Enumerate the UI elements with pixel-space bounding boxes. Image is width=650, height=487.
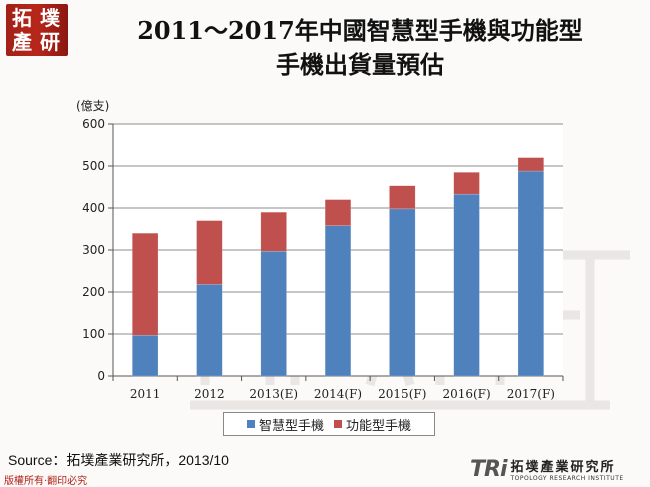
y-axis-unit-label: (億支) <box>76 99 110 113</box>
y-tick-label: 500 <box>82 159 105 173</box>
title-line-2: 手機出貨量預估 <box>276 50 444 79</box>
logo-char: 拓 <box>12 6 32 30</box>
legend-item-smartphone: 智慧型手機 <box>246 415 324 434</box>
bar-segment-feature-phone <box>324 199 352 226</box>
bar-segment-feature-phone <box>389 185 416 210</box>
x-tick-label: 2014(F) <box>314 387 362 400</box>
bar-segment-smartphone <box>196 284 223 377</box>
legend-swatch-smartphone <box>246 420 255 428</box>
x-tick-label: 2016(F) <box>442 387 490 400</box>
page-title: 2011～2017年中國智慧型手機與功能型 手機出貨量預估 <box>70 14 650 82</box>
y-tick-label: 300 <box>82 243 105 257</box>
bar-segment-feature-phone <box>517 157 544 172</box>
x-tick-label: 2017(F) <box>507 387 555 400</box>
legend-swatch-feature-phone <box>334 420 342 428</box>
source-note: Source：拓墣產業研究所，2013/10 <box>8 452 229 468</box>
footer-logo-zh-name: 拓墣產業研究所 <box>510 460 616 475</box>
bar-segment-smartphone <box>260 251 287 377</box>
logo-char: 產 <box>12 30 32 54</box>
y-tick-label: 200 <box>82 285 105 299</box>
bar-segment-feature-phone <box>196 220 223 285</box>
bar-segment-smartphone <box>389 208 416 377</box>
x-tick-label: 2011 <box>130 387 161 400</box>
legend-label-feature-phone: 功能型手機 <box>346 418 412 434</box>
chart-legend: 智慧型手機 功能型手機 <box>223 412 435 436</box>
logo-char: 墣 <box>40 6 60 30</box>
bar-segment-feature-phone <box>260 211 287 252</box>
y-tick-label: 0 <box>97 369 105 383</box>
bar-segment-feature-phone <box>453 172 480 195</box>
bar-segment-feature-phone <box>132 232 159 336</box>
x-tick-label: 2015(F) <box>378 387 426 400</box>
legend-label-smartphone: 智慧型手機 <box>258 418 324 434</box>
y-tick-label: 600 <box>82 117 105 131</box>
logo-char: 研 <box>40 30 60 54</box>
footer-logo: TRi 拓墣產業研究所 TOPOLOGY RESEARCH INSTITUTE <box>470 456 624 483</box>
legend-item-feature-phone: 功能型手機 <box>334 415 411 434</box>
footer-logo-en-name: TOPOLOGY RESEARCH INSTITUTE <box>510 475 624 482</box>
bar-segment-smartphone <box>132 335 159 377</box>
bar-segment-smartphone <box>453 193 480 377</box>
copyright-note: 版權所有‧翻印必究 <box>4 476 88 487</box>
x-tick-label: 2013(E) <box>249 387 298 400</box>
bar-segment-smartphone <box>324 225 352 377</box>
x-tick-label: 2012 <box>194 387 225 400</box>
y-tick-label: 400 <box>82 201 105 215</box>
y-tick-label: 100 <box>82 327 105 341</box>
brand-logo: 拓 墣 產 研 <box>6 4 68 56</box>
bar-segment-smartphone <box>517 170 544 377</box>
stacked-bar-chart: 0 100 200 300 400 500 600 2011 2012 2013(E) 2014(F… <box>82 117 564 400</box>
footer-logo-mark: TRi <box>470 456 507 482</box>
title-line-1: 2011～2017年中國智慧型手機與功能型 <box>137 16 583 45</box>
